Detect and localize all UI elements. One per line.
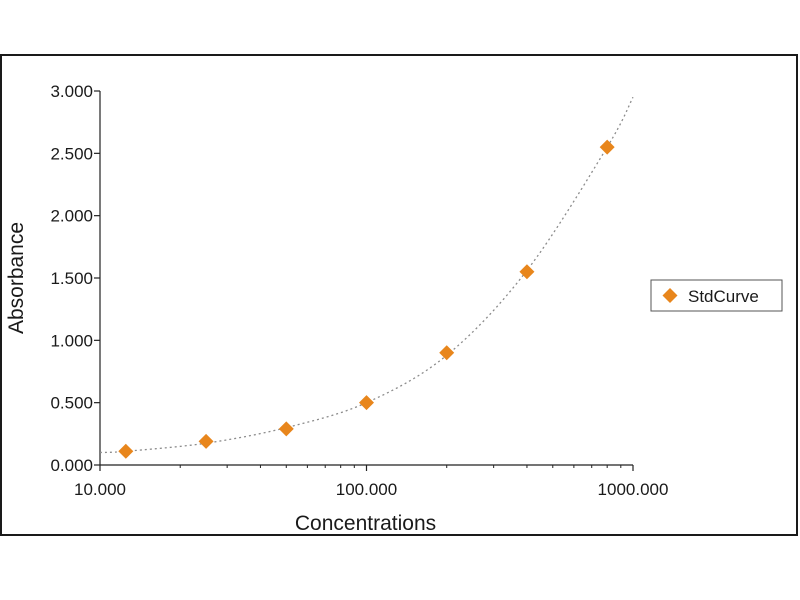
legend-marker-diamond: [662, 288, 678, 303]
data-point-diamond: [519, 264, 535, 280]
data-point-diamond: [118, 443, 134, 459]
x-axis-title: Concentrations: [295, 512, 436, 535]
plot-area: 0.000 0.500 1.000 1.500 2.000 2.500 3.000 10.0…: [50, 82, 668, 499]
y-tick-label: 0.500: [50, 394, 93, 413]
trendline: [99, 96, 634, 454]
x-tick-label: 1000.000: [598, 480, 669, 499]
y-tick-label: 1.000: [50, 331, 93, 350]
y-tick-label: 0.000: [50, 456, 93, 475]
legend: StdCurve: [650, 279, 783, 312]
x-tick-label: 100.000: [336, 480, 397, 499]
data-point-diamond: [198, 433, 214, 449]
data-point-diamond: [359, 395, 374, 411]
legend-label: StdCurve: [688, 287, 759, 306]
data-point-diamond: [278, 421, 294, 437]
x-ticks: 10.000 100.000 1000.000: [74, 465, 668, 499]
data-points: [118, 139, 615, 459]
y-axis-title: Absorbance: [5, 222, 28, 334]
x-tick-label: 10.000: [74, 480, 126, 499]
y-tick-label: 1.500: [50, 269, 93, 288]
y-tick-label: 2.000: [50, 207, 93, 226]
y-tick-label: 3.000: [50, 82, 93, 101]
data-point-diamond: [439, 345, 455, 361]
y-ticks: 0.000 0.500 1.000 1.500 2.000 2.500 3.000: [50, 82, 100, 475]
y-tick-label: 2.500: [50, 144, 93, 163]
data-point-diamond: [599, 139, 615, 155]
